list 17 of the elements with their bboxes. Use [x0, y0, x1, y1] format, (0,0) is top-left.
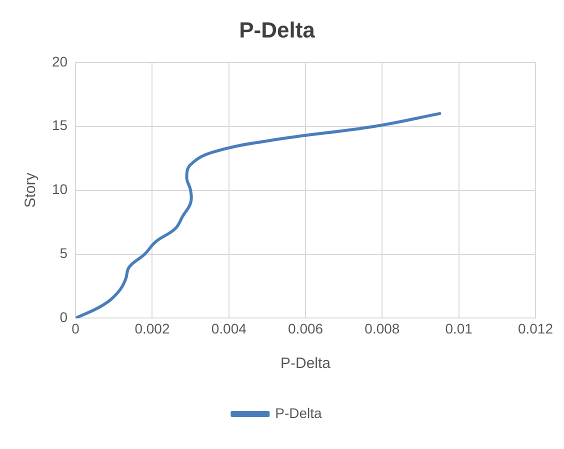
- y-tick-label: 0: [60, 309, 68, 326]
- x-tick-label: 0.006: [288, 320, 324, 336]
- x-tick-label: 0.008: [364, 320, 400, 336]
- x-tick-label: 0: [72, 320, 80, 336]
- x-tick-label: 0.004: [211, 320, 247, 336]
- chart-title: P-Delta: [239, 17, 316, 42]
- x-axis-title: P-Delta: [280, 355, 332, 372]
- y-tick-label: 10: [52, 181, 68, 198]
- x-tick-label: 0.012: [518, 320, 554, 336]
- y-tick-label: 5: [60, 245, 68, 262]
- y-tick-label: 15: [52, 117, 68, 134]
- x-tick-label: 0.002: [134, 320, 170, 336]
- line-series: [76, 112, 442, 318]
- y-axis-title: Story: [22, 172, 40, 208]
- y-tick-label: 20: [52, 53, 68, 70]
- legend-label: P-Delta: [275, 404, 322, 421]
- x-tick-label: 0.01: [445, 320, 473, 336]
